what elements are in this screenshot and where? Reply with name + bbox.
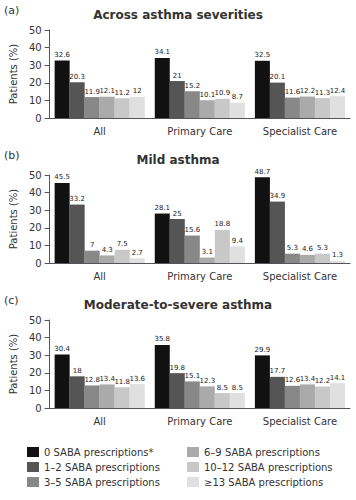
svg-text:(b): (b) — [4, 149, 20, 162]
svg-text:7: 7 — [90, 241, 94, 249]
svg-text:15.1: 15.1 — [185, 372, 201, 380]
svg-text:28.1: 28.1 — [154, 204, 170, 212]
svg-text:29.9: 29.9 — [255, 346, 271, 354]
svg-text:12.8: 12.8 — [84, 376, 100, 384]
svg-text:0: 0 — [35, 113, 41, 124]
svg-text:Across asthma severities: Across asthma severities — [93, 8, 263, 22]
svg-text:5.3: 5.3 — [317, 244, 328, 252]
svg-text:30.4: 30.4 — [54, 345, 70, 353]
svg-text:All: All — [93, 126, 105, 137]
svg-text:11.2: 11.2 — [114, 89, 130, 97]
svg-text:12.2: 12.2 — [315, 377, 331, 385]
svg-text:0 SABA prescriptions*: 0 SABA prescriptions* — [44, 447, 154, 458]
svg-text:11.6: 11.6 — [285, 88, 301, 96]
svg-text:32.6: 32.6 — [54, 51, 70, 59]
svg-text:20: 20 — [29, 222, 42, 233]
svg-text:13.6: 13.6 — [129, 375, 145, 383]
svg-text:13.4: 13.4 — [99, 375, 115, 383]
svg-text:35.8: 35.8 — [154, 335, 170, 343]
svg-text:5.3: 5.3 — [287, 244, 298, 252]
svg-text:8.5: 8.5 — [232, 384, 243, 392]
svg-text:18: 18 — [73, 367, 82, 375]
svg-text:Moderate-to-severe asthma: Moderate-to-severe asthma — [84, 298, 272, 312]
svg-text:All: All — [93, 271, 105, 282]
svg-text:34.9: 34.9 — [270, 192, 286, 200]
svg-text:Primary Care: Primary Care — [167, 416, 232, 427]
svg-text:25: 25 — [173, 210, 182, 218]
svg-text:18.8: 18.8 — [215, 220, 231, 228]
svg-text:Specialist Care: Specialist Care — [263, 271, 337, 282]
svg-text:17.7: 17.7 — [270, 367, 286, 375]
svg-text:15.2: 15.2 — [185, 82, 201, 90]
svg-text:Patients (%): Patients (%) — [8, 189, 19, 250]
svg-text:Specialist Care: Specialist Care — [263, 126, 337, 137]
svg-text:1–2 SABA prescriptions: 1–2 SABA prescriptions — [44, 462, 160, 473]
svg-text:All: All — [93, 416, 105, 427]
svg-text:13.4: 13.4 — [300, 375, 316, 383]
svg-text:20.3: 20.3 — [69, 73, 85, 81]
svg-text:20: 20 — [29, 367, 42, 378]
svg-text:19.8: 19.8 — [169, 364, 185, 372]
svg-text:30: 30 — [29, 350, 42, 361]
svg-text:10: 10 — [29, 385, 42, 396]
svg-text:40: 40 — [29, 332, 42, 343]
svg-text:12.2: 12.2 — [300, 87, 316, 95]
svg-text:1.3: 1.3 — [332, 251, 343, 259]
svg-text:32.5: 32.5 — [255, 51, 271, 59]
svg-text:8.5: 8.5 — [217, 384, 228, 392]
svg-text:Patients (%): Patients (%) — [8, 334, 19, 395]
svg-text:9.4: 9.4 — [232, 237, 244, 245]
svg-text:10: 10 — [29, 240, 42, 251]
svg-text:4.6: 4.6 — [302, 245, 314, 253]
svg-text:11.3: 11.3 — [315, 89, 331, 97]
svg-text:34.1: 34.1 — [154, 48, 170, 56]
svg-text:20: 20 — [29, 77, 42, 88]
svg-text:12: 12 — [133, 87, 142, 95]
svg-text:12.4: 12.4 — [330, 87, 346, 95]
svg-text:30: 30 — [29, 60, 42, 71]
svg-text:8.7: 8.7 — [232, 93, 243, 101]
svg-text:40: 40 — [29, 187, 42, 198]
svg-text:50: 50 — [29, 25, 42, 36]
svg-text:33.2: 33.2 — [69, 195, 85, 203]
svg-text:45.5: 45.5 — [54, 173, 70, 181]
svg-text:14.1: 14.1 — [330, 374, 346, 382]
svg-text:Primary Care: Primary Care — [167, 126, 232, 137]
svg-text:40: 40 — [29, 42, 42, 53]
svg-text:20.1: 20.1 — [270, 73, 286, 81]
svg-text:15.6: 15.6 — [185, 226, 201, 234]
svg-text:(a): (a) — [4, 4, 19, 17]
svg-text:12.6: 12.6 — [285, 376, 301, 384]
svg-text:10–12 SABA prescriptions: 10–12 SABA prescriptions — [204, 462, 333, 473]
svg-text:30: 30 — [29, 205, 42, 216]
svg-text:48.7: 48.7 — [255, 168, 271, 176]
svg-text:12.1: 12.1 — [99, 87, 115, 95]
svg-text:11.9: 11.9 — [84, 88, 100, 96]
svg-text:7.5: 7.5 — [117, 240, 128, 248]
svg-text:(c): (c) — [4, 294, 19, 307]
svg-text:Patients (%): Patients (%) — [8, 44, 19, 105]
svg-text:10: 10 — [29, 95, 42, 106]
svg-text:4.3: 4.3 — [102, 246, 113, 254]
svg-text:11.8: 11.8 — [114, 378, 130, 386]
svg-text:≥13 SABA prescriptions: ≥13 SABA prescriptions — [204, 477, 323, 488]
svg-text:10.9: 10.9 — [215, 89, 231, 97]
svg-text:3–5 SABA prescriptions: 3–5 SABA prescriptions — [44, 477, 160, 488]
svg-text:50: 50 — [29, 170, 42, 181]
svg-text:3.1: 3.1 — [202, 248, 213, 256]
svg-text:50: 50 — [29, 315, 42, 326]
svg-text:0: 0 — [35, 403, 41, 414]
svg-text:Primary Care: Primary Care — [167, 271, 232, 282]
svg-text:Specialist Care: Specialist Care — [263, 416, 337, 427]
svg-text:0: 0 — [35, 258, 41, 269]
svg-text:21: 21 — [173, 72, 182, 80]
svg-text:2.7: 2.7 — [132, 249, 143, 257]
svg-text:10.1: 10.1 — [200, 91, 216, 99]
svg-text:6–9 SABA prescriptions: 6–9 SABA prescriptions — [204, 447, 320, 458]
svg-text:Mild asthma: Mild asthma — [136, 153, 219, 167]
svg-text:12.3: 12.3 — [200, 377, 216, 385]
